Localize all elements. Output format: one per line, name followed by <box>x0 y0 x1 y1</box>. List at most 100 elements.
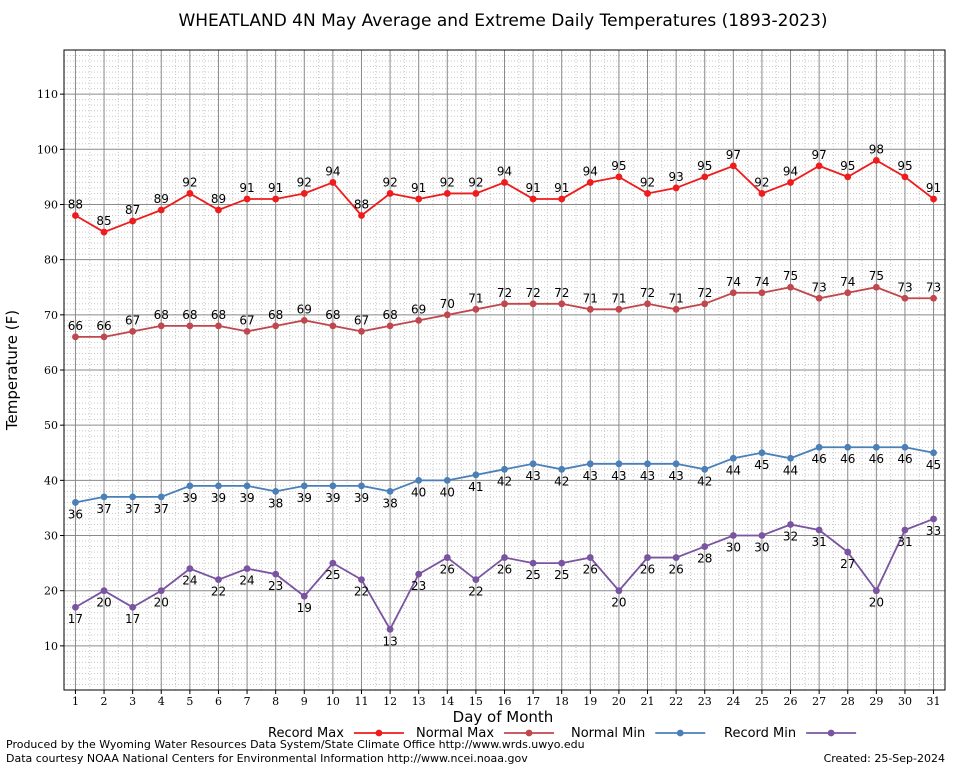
legend-marker <box>375 729 383 737</box>
data-label: 39 <box>297 491 312 505</box>
data-point <box>558 300 566 308</box>
data-point <box>272 570 280 578</box>
data-label: 45 <box>754 458 769 472</box>
data-point <box>100 493 108 501</box>
data-point <box>930 294 937 302</box>
data-label: 91 <box>268 181 283 195</box>
data-label: 37 <box>125 502 140 516</box>
created-date: Created: 25-Sep-2024 <box>824 752 945 765</box>
data-point <box>329 482 337 490</box>
x-tick-label: 17 <box>526 695 540 708</box>
data-point <box>844 443 852 451</box>
data-point <box>558 195 566 203</box>
data-point <box>358 482 365 490</box>
data-point <box>501 300 508 308</box>
y-tick-label: 100 <box>37 143 58 156</box>
data-point <box>329 322 337 330</box>
data-point <box>186 190 194 197</box>
data-point <box>872 443 880 451</box>
data-label: 26 <box>668 563 683 577</box>
data-point <box>787 283 794 291</box>
data-point <box>529 195 537 203</box>
data-label: 68 <box>268 308 283 322</box>
data-point <box>529 559 537 567</box>
y-tick-label: 20 <box>44 585 58 598</box>
data-label: 26 <box>583 563 598 577</box>
data-label: 44 <box>783 463 798 477</box>
series-record-min: 17 20 17 20 24 22 24 23 19 25 22 13 23 26 22 26 25 25 26 20… <box>68 515 941 648</box>
data-point <box>672 460 680 468</box>
data-point <box>872 156 880 164</box>
data-label: 28 <box>697 552 712 566</box>
data-point <box>157 322 165 330</box>
data-label: 94 <box>497 164 512 178</box>
x-tick-label: 18 <box>555 695 569 708</box>
y-tick-label: 60 <box>44 364 58 377</box>
data-point <box>272 322 280 330</box>
data-label: 32 <box>783 529 798 543</box>
data-label: 31 <box>812 535 827 549</box>
data-point <box>615 460 623 468</box>
data-point <box>157 206 165 214</box>
legend-label: Normal Max <box>416 726 494 741</box>
data-label: 22 <box>468 585 483 599</box>
y-tick-label: 110 <box>37 88 58 101</box>
data-point <box>272 195 280 203</box>
data-label: 95 <box>840 159 855 173</box>
data-point <box>501 465 508 473</box>
legend-marker <box>827 729 835 737</box>
data-point <box>930 449 937 457</box>
data-label: 26 <box>640 563 655 577</box>
data-label: 43 <box>583 469 598 483</box>
data-label: 67 <box>354 313 369 327</box>
data-label: 74 <box>840 275 855 289</box>
data-label: 74 <box>726 275 741 289</box>
data-label: 39 <box>325 491 340 505</box>
data-point <box>472 471 480 479</box>
data-label: 73 <box>926 280 941 294</box>
data-label: 40 <box>411 485 426 499</box>
x-tick-label: 19 <box>583 695 597 708</box>
data-label: 66 <box>96 319 111 333</box>
series-record-max: 88 85 87 89 92 89 91 91 92 94 88 92 91 92 92 94 91 91 94 95… <box>68 142 941 236</box>
data-point <box>729 162 737 170</box>
data-point <box>100 587 108 595</box>
y-tick-label: 40 <box>44 474 58 487</box>
data-point <box>386 625 394 633</box>
data-label: 30 <box>754 541 769 555</box>
data-point <box>415 316 423 324</box>
data-point <box>586 554 594 561</box>
data-label: 91 <box>554 181 569 195</box>
data-label: 37 <box>96 502 111 516</box>
data-point <box>701 173 709 181</box>
data-label: 24 <box>239 574 254 588</box>
data-label: 23 <box>411 579 426 593</box>
data-point <box>443 311 451 319</box>
data-label: 95 <box>697 159 712 173</box>
x-tick-label: 31 <box>927 695 941 708</box>
data-label: 43 <box>640 469 655 483</box>
credit-line-2: Data courtesy NOAA National Centers for … <box>6 752 528 765</box>
data-label: 92 <box>182 175 197 189</box>
x-tick-label: 16 <box>498 695 512 708</box>
data-label: 42 <box>697 474 712 488</box>
data-point <box>644 460 651 468</box>
x-tick-label: 28 <box>841 695 855 708</box>
data-point <box>844 289 852 297</box>
data-label: 39 <box>354 491 369 505</box>
data-point <box>901 294 909 302</box>
data-label: 22 <box>354 585 369 599</box>
data-point <box>100 333 108 341</box>
data-label: 92 <box>440 175 455 189</box>
data-label: 26 <box>440 563 455 577</box>
data-label: 72 <box>640 286 655 300</box>
y-tick-label: 50 <box>44 419 58 432</box>
data-label: 24 <box>182 574 197 588</box>
data-label: 39 <box>182 491 197 505</box>
data-label: 66 <box>68 319 83 333</box>
data-label: 31 <box>897 535 912 549</box>
data-point <box>215 206 222 214</box>
data-point <box>472 190 480 197</box>
data-point <box>672 554 680 561</box>
data-label: 89 <box>211 192 226 206</box>
